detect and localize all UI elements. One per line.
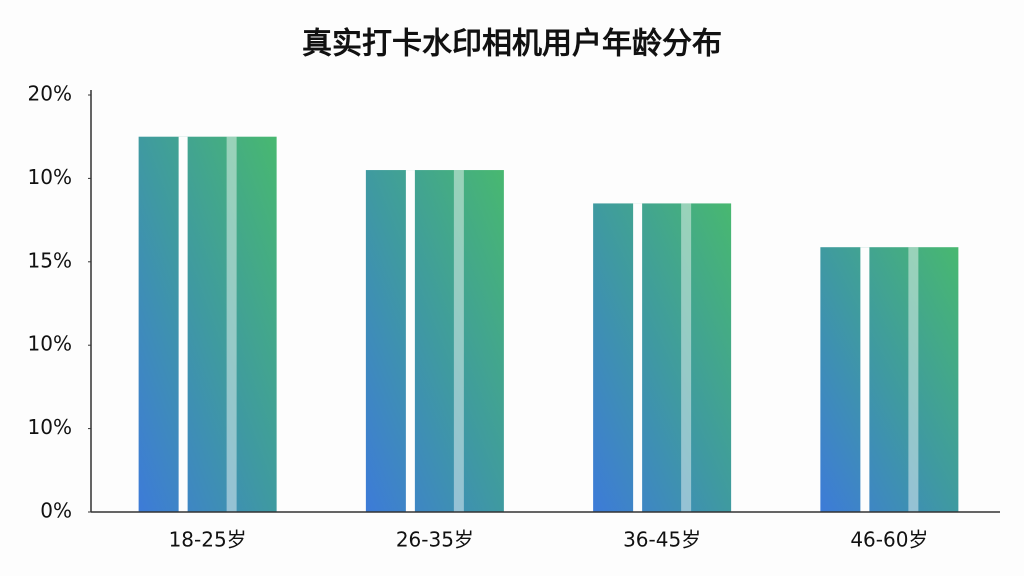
bar [138,136,277,512]
bar [593,203,732,513]
bar-stripe [908,247,919,512]
y-tick-label: 10% [28,415,72,439]
bar-gap [633,203,643,513]
chart-title: 真实打卡水印相机用户年龄分布 [302,27,722,62]
bar-gap [860,247,870,512]
bar-stripe [453,170,464,512]
x-tick-label: 26-35岁 [396,528,474,552]
bar-gap [405,170,415,512]
y-tick-label: 10% [28,332,72,356]
y-tick-label: 10% [28,165,72,189]
bar [820,247,959,512]
y-tick-label: 0% [40,499,72,523]
x-tick-label: 36-45岁 [623,528,701,552]
bar-gap [178,136,188,512]
y-tick-label: 15% [28,248,72,272]
bar-stripe [681,203,692,513]
x-tick-label: 18-25岁 [169,528,247,552]
y-tick-label: 20% [28,82,72,106]
bar-stripe [226,136,237,512]
bar [365,170,504,512]
x-tick-label: 46-60岁 [850,528,928,552]
